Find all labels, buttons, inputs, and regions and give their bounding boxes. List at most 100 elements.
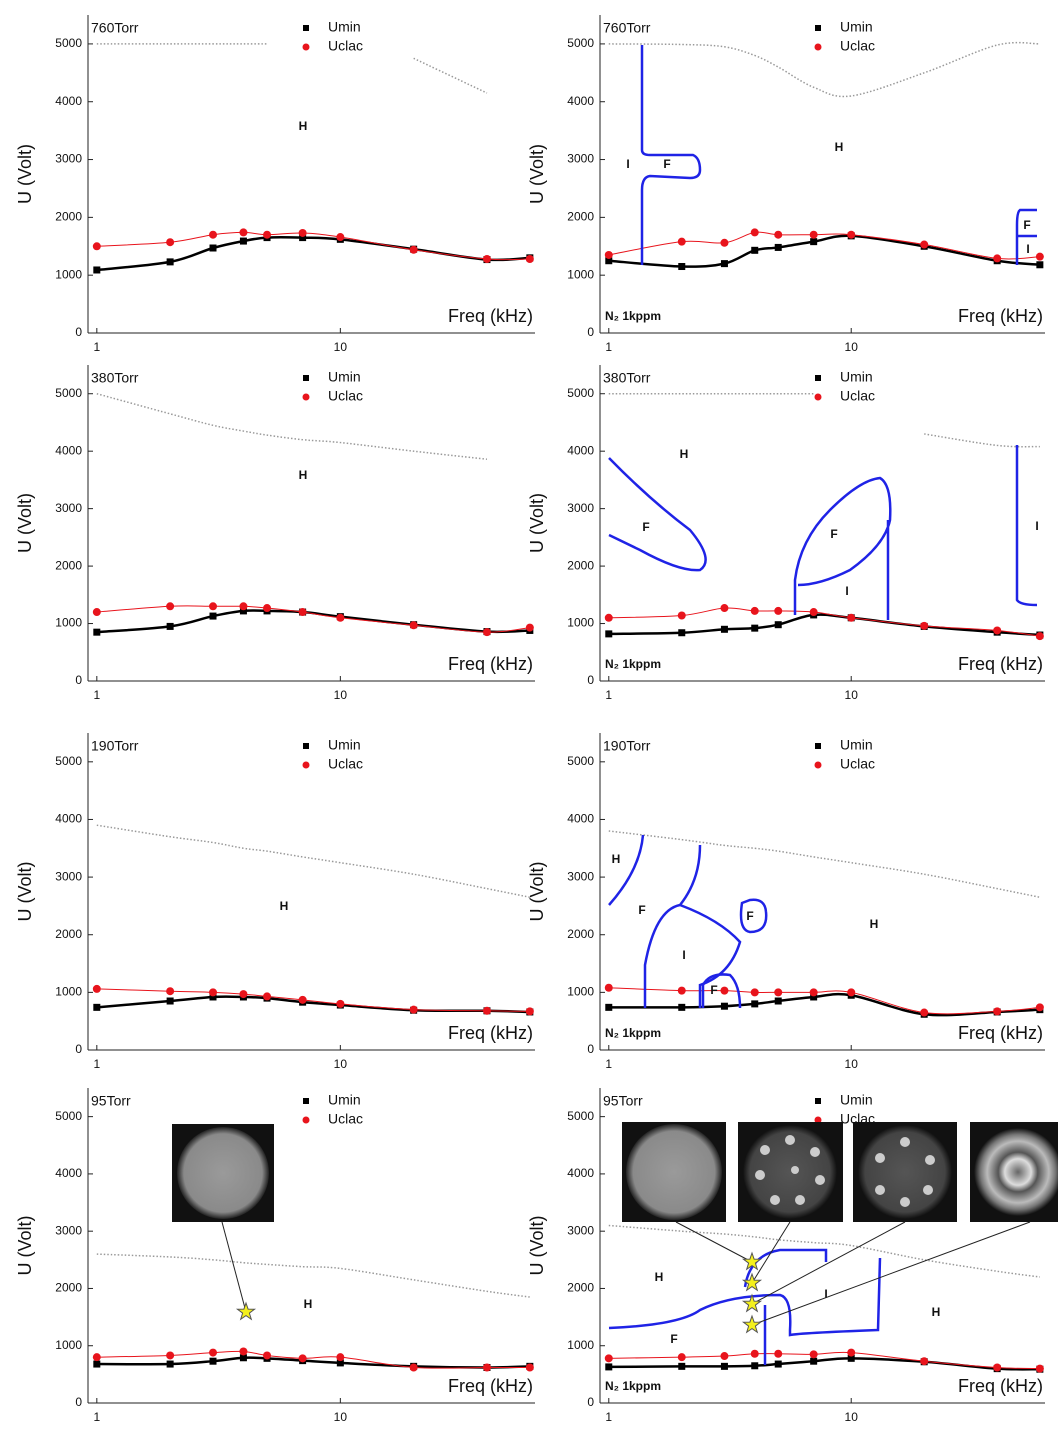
marker (482, 254, 491, 263)
marker (409, 1005, 418, 1014)
series-line (96, 1356, 530, 1369)
legend-label: Uclac (328, 388, 363, 404)
marker (482, 628, 491, 637)
legend-label: Umin (840, 369, 873, 385)
marker (809, 230, 818, 239)
marker (166, 1351, 175, 1360)
boundary-curve (739, 898, 768, 934)
marker (847, 1348, 856, 1357)
marker (751, 1362, 759, 1370)
marker (209, 993, 217, 1001)
series-line (608, 1351, 1040, 1370)
boundary-curve (743, 1248, 828, 1365)
marker (677, 237, 686, 246)
legend-label: Uclac (840, 38, 875, 54)
marker (720, 260, 728, 268)
region-label: F (670, 1332, 677, 1346)
x-tick-label: 10 (334, 1057, 348, 1071)
x-tick-label: 1 (605, 340, 612, 354)
marker (336, 999, 345, 1008)
y-tick-label: 0 (75, 1395, 82, 1409)
region-label: I (626, 157, 629, 171)
boundary-curve (608, 457, 707, 572)
legend-marker (303, 743, 309, 749)
marker (239, 602, 248, 611)
marker (92, 984, 101, 993)
marker (678, 1362, 686, 1370)
marker (239, 237, 247, 245)
marker (409, 245, 418, 254)
region-label: H (280, 899, 289, 913)
inset-photo (177, 1127, 269, 1219)
region-label: I (824, 1287, 827, 1301)
x-tick-label: 1 (605, 1057, 612, 1071)
marker (604, 613, 613, 622)
marker (774, 606, 783, 615)
boundary-line (608, 392, 1040, 448)
legend-marker (302, 43, 310, 51)
boundary-line (96, 393, 488, 460)
marker (677, 986, 686, 995)
marker (298, 608, 307, 617)
series-line (608, 231, 1040, 260)
y-tick-label: 3000 (55, 1223, 82, 1237)
panel-title: 95Torr (91, 1093, 131, 1109)
x-tick-label: 1 (93, 1410, 100, 1424)
marker (1036, 261, 1044, 269)
legend-marker (814, 1116, 822, 1124)
marker (604, 1354, 613, 1363)
marker (847, 613, 856, 622)
marker (751, 246, 759, 254)
boundary-line (96, 824, 530, 898)
x-tick-label: 10 (845, 688, 859, 702)
x-axis-title: Freq (kHz) (448, 1023, 533, 1043)
note: N₂ 1kppm (605, 309, 661, 323)
marker (239, 1354, 247, 1362)
boundary-line (608, 1224, 1040, 1278)
y-tick-label: 1000 (55, 616, 82, 630)
y-tick-label: 0 (75, 1042, 82, 1056)
marker (810, 1357, 818, 1365)
filaments (755, 1135, 825, 1205)
y-tick-label: 5000 (55, 754, 82, 768)
legend-label: Uclac (840, 756, 875, 772)
y-tick-label: 2000 (567, 210, 594, 224)
marker (263, 1351, 272, 1360)
x-tick-label: 1 (605, 1410, 612, 1424)
region-label: I (1035, 519, 1038, 533)
marker (209, 230, 218, 239)
y-tick-label: 5000 (55, 386, 82, 400)
series-line (96, 236, 530, 272)
region-label: I (682, 948, 685, 962)
panel-title: 95Torr (603, 1093, 643, 1109)
boundary-curve (608, 834, 645, 906)
marker (166, 602, 175, 611)
y-tick-label: 1000 (567, 267, 594, 281)
marker (525, 254, 534, 263)
marker (92, 242, 101, 251)
region-label: F (638, 903, 645, 917)
y-tick-label: 1000 (55, 267, 82, 281)
y-tick-label: 2000 (55, 558, 82, 572)
y-axis-title: U (Volt) (15, 144, 35, 204)
marker (93, 1003, 101, 1011)
connector (675, 1221, 753, 1263)
y-tick-label: 4000 (55, 94, 82, 108)
marker (239, 228, 248, 237)
region-label: I (1026, 242, 1029, 256)
marker (299, 234, 307, 242)
marker (209, 988, 218, 997)
region-label: H (299, 119, 308, 133)
region-label: H (612, 852, 621, 866)
marker (774, 1360, 782, 1368)
marker (482, 1006, 491, 1015)
marker (263, 230, 272, 239)
marker (774, 997, 782, 1005)
legend-label: Uclac (328, 1111, 363, 1127)
marker (810, 238, 818, 246)
marker (720, 986, 729, 995)
region-label: H (870, 917, 879, 931)
y-tick-label: 3000 (567, 152, 594, 166)
region-label: H (835, 140, 844, 154)
